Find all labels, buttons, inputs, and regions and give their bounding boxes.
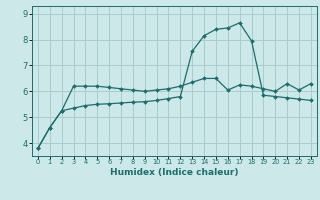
X-axis label: Humidex (Indice chaleur): Humidex (Indice chaleur) [110, 168, 239, 177]
